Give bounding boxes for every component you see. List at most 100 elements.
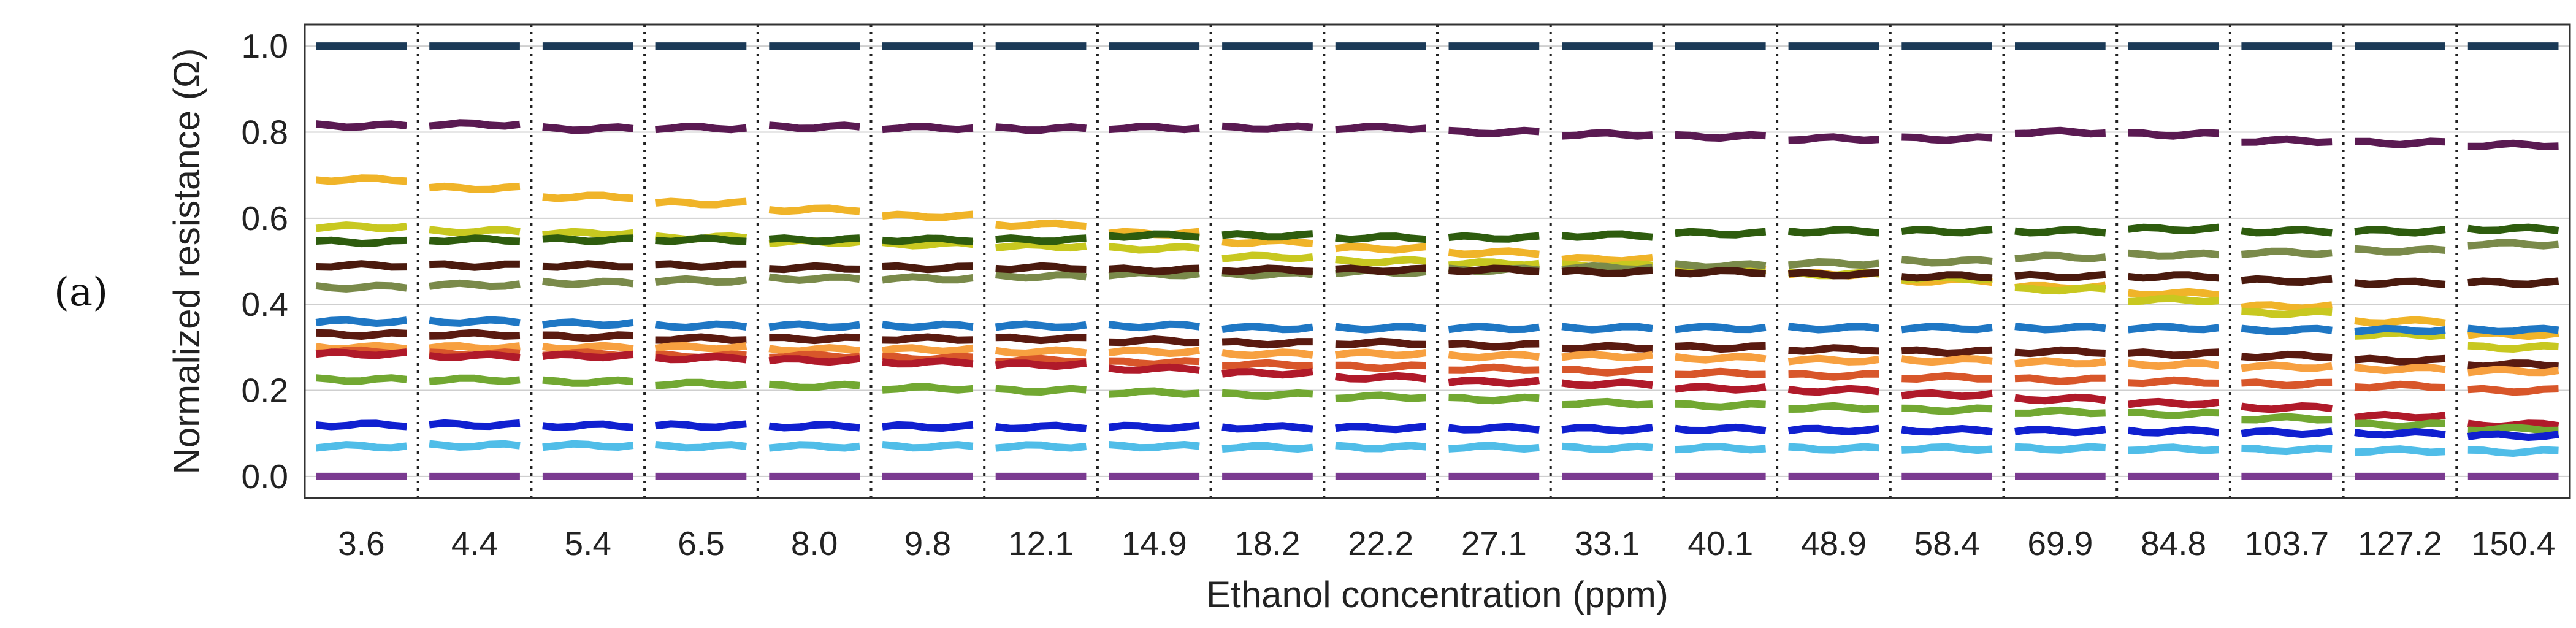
series-segment-s5-0 xyxy=(316,236,407,248)
series-segment-s2-18 xyxy=(2355,137,2445,148)
series-segment-s7-3 xyxy=(655,260,747,271)
y-tick-label: 0.0 xyxy=(242,458,288,496)
series-segment-s12-11 xyxy=(1561,378,1653,389)
series-segment-s13-6 xyxy=(995,385,1087,396)
series-segment-s6-16 xyxy=(2128,249,2220,260)
x-tick-label: 4.4 xyxy=(451,524,498,562)
series-segment-s10-12 xyxy=(1675,353,1767,364)
series-segment-s15-5 xyxy=(882,441,974,452)
series-segment-s10-18 xyxy=(2354,363,2446,375)
series-segment-s2-12 xyxy=(1675,131,1766,142)
series-segment-s2-14 xyxy=(1901,133,1993,144)
series-segment-s10-5 xyxy=(882,344,974,355)
series-segment-s3-6 xyxy=(995,219,1087,231)
series-segment-s10-2 xyxy=(542,342,634,353)
series-segment-s14-7 xyxy=(1108,421,1200,432)
series-segment-s15-14 xyxy=(1901,443,1993,454)
x-tick-label: 103.7 xyxy=(2244,524,2329,562)
x-tick-label: 18.2 xyxy=(1234,524,1300,562)
series-segment-s13-17 xyxy=(2241,413,2333,424)
series-segment-s5-14 xyxy=(1901,226,1993,237)
series-segment-s15-12 xyxy=(1675,443,1767,454)
series-segment-s9-9 xyxy=(1335,337,1426,348)
series-segment-s13-10 xyxy=(1448,393,1540,405)
series-segment-s3-4 xyxy=(768,204,860,215)
series-segment-s11-11 xyxy=(1562,366,1653,377)
series-segment-s10-17 xyxy=(2241,361,2333,372)
series-segment-s8-6 xyxy=(995,320,1087,331)
series-segment-s7-8 xyxy=(1221,264,1313,275)
series-segment-s13-18 xyxy=(2355,419,2445,431)
series-segment-s6-19 xyxy=(2467,239,2559,250)
series-segment-s10-4 xyxy=(768,344,860,355)
series-segment-s13-4 xyxy=(768,380,860,391)
series-segment-s13-16 xyxy=(2128,408,2219,419)
x-tick-label: 127.2 xyxy=(2358,524,2442,562)
series-segment-s4-15 xyxy=(2014,283,2106,295)
series-segment-s7-11 xyxy=(1561,266,1653,277)
x-tick-label: 40.1 xyxy=(1687,524,1753,562)
series-segment-s10-15 xyxy=(2014,357,2106,368)
series-segment-s9-2 xyxy=(542,331,633,342)
series-segment-s10-16 xyxy=(2127,359,2220,370)
series-segment-s3-1 xyxy=(429,182,521,193)
series-segment-s5-19 xyxy=(2467,223,2559,234)
series-segment-s13-9 xyxy=(1335,391,1426,402)
series-segment-s14-2 xyxy=(542,420,634,431)
series-segment-s5-10 xyxy=(1448,232,1540,243)
x-tick-label: 33.1 xyxy=(1575,524,1640,562)
series-segment-s4-6 xyxy=(995,240,1087,252)
series-segment-s2-10 xyxy=(1448,126,1540,137)
series-segment-s14-9 xyxy=(1335,422,1427,434)
x-tick-label: 6.5 xyxy=(678,524,724,562)
series-segment-s9-4 xyxy=(769,333,860,345)
series-segment-s14-0 xyxy=(315,419,407,431)
x-axis-title: Ethanol concentration (ppm) xyxy=(1206,574,1668,615)
series-segment-s7-0 xyxy=(316,260,407,271)
series-segment-s3-16 xyxy=(2127,288,2220,299)
series-segment-s4-0 xyxy=(315,221,407,232)
series-segment-s13-12 xyxy=(1675,400,1766,411)
series-segment-s9-7 xyxy=(1109,335,1200,347)
series-segment-s14-16 xyxy=(2127,426,2220,437)
series-segment-s10-3 xyxy=(655,342,747,353)
series-segment-s4-2 xyxy=(542,228,634,239)
y-axis-title: Normalized resistance (Ω) xyxy=(166,48,207,474)
series-segment-s11-15 xyxy=(2014,374,2106,385)
series-segment-s5-6 xyxy=(995,234,1087,245)
series-segment-s10-19 xyxy=(2467,366,2559,377)
series-segment-s14-14 xyxy=(1901,425,1993,436)
series-segment-s5-9 xyxy=(1335,232,1426,243)
series-segment-s10-14 xyxy=(1901,355,1993,366)
series-segment-s15-9 xyxy=(1335,442,1427,453)
series-segment-s12-17 xyxy=(2241,402,2333,413)
series-segment-s8-4 xyxy=(768,320,860,331)
x-tick-label: 9.8 xyxy=(904,524,951,562)
y-tick-label: 0.6 xyxy=(242,199,288,237)
series-segment-s5-2 xyxy=(542,234,633,245)
series-segment-s2-4 xyxy=(768,121,860,132)
series-segment-s12-12 xyxy=(1675,383,1767,394)
series-segment-s5-17 xyxy=(2241,226,2333,237)
x-tick-label: 150.4 xyxy=(2471,524,2556,562)
series-segment-s10-11 xyxy=(1561,350,1653,361)
series-segment-s11-14 xyxy=(1901,372,1992,383)
series-segment-s6-6 xyxy=(995,271,1087,282)
series-segment-s12-5 xyxy=(882,357,974,368)
series-segment-s15-11 xyxy=(1561,442,1653,453)
series-segment-s3-5 xyxy=(882,210,974,221)
series-segment-s9-8 xyxy=(1221,337,1313,349)
series-segment-s2-9 xyxy=(1335,123,1426,134)
series-segment-s10-13 xyxy=(1787,354,1880,366)
series-segment-s9-3 xyxy=(655,333,747,344)
series-segment-s15-1 xyxy=(429,440,521,451)
series-segment-s6-15 xyxy=(2014,251,2106,262)
series-segment-s6-4 xyxy=(768,273,860,284)
series-segment-s2-6 xyxy=(995,123,1087,134)
series-segment-s6-1 xyxy=(429,279,521,291)
series-segment-s14-6 xyxy=(995,421,1087,432)
series-segment-s2-8 xyxy=(1221,122,1313,133)
series-segment-s6-12 xyxy=(1675,260,1767,271)
series-segment-s14-10 xyxy=(1448,423,1540,434)
series-segment-s13-8 xyxy=(1221,389,1313,400)
